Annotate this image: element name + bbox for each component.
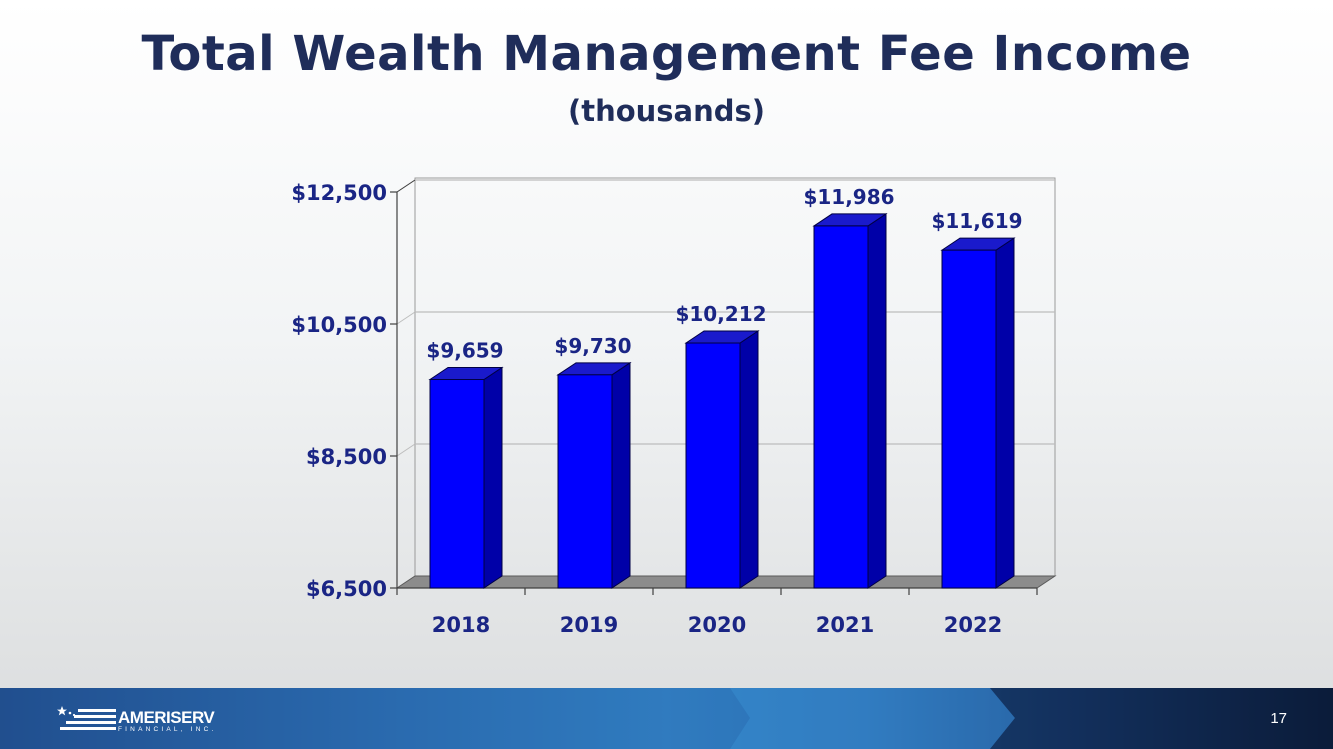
y-tick-label: $12,500	[291, 181, 387, 205]
bar-chart: $6,500 $8,500 $10,500 $12,500 $9,659 2018 $9,7…	[291, 177, 1057, 637]
slide-subtitle: (thousands)	[567, 94, 766, 128]
y-tick-label: $6,500	[306, 577, 387, 601]
data-label: $11,619	[931, 209, 1022, 233]
gridline-side	[396, 311, 416, 325]
x-tick-label: 2020	[688, 613, 746, 637]
data-label: $9,730	[554, 334, 631, 358]
y-tick-label: $8,500	[306, 445, 387, 469]
bar-side	[611, 361, 631, 589]
footer-bar: AMERISERV FINANCIAL, INC. 17	[0, 688, 1333, 749]
bar-2019	[556, 361, 632, 589]
logo-name: AMERISERV	[118, 708, 215, 727]
bar-2018	[428, 366, 504, 589]
slide-title: Total Wealth Management Fee Income	[141, 26, 1192, 82]
bar-front	[685, 342, 741, 589]
x-tick-label: 2018	[432, 613, 490, 637]
bar-front	[941, 249, 997, 589]
data-label: $10,212	[675, 302, 766, 326]
bar-side	[739, 330, 759, 589]
flag-stars-stripes-logo	[57, 706, 116, 730]
footer-chevrons	[0, 688, 1333, 749]
bar-front	[557, 374, 613, 589]
bar-side	[867, 212, 887, 589]
chart-back-wall	[414, 177, 1056, 576]
logo-subtitle: FINANCIAL, INC.	[118, 726, 217, 733]
bar-2020	[684, 330, 760, 589]
page-number: 17	[1270, 710, 1287, 727]
gridline-side	[396, 443, 416, 457]
x-tick-label: 2022	[944, 613, 1002, 637]
bar-side	[995, 237, 1015, 589]
y-tick-label: $10,500	[291, 313, 387, 337]
data-label: $9,659	[426, 339, 503, 363]
bar-2022	[940, 237, 1016, 589]
chart-bars	[428, 212, 1016, 589]
x-tick-label: 2019	[560, 613, 618, 637]
x-tick-label: 2021	[816, 613, 874, 637]
bar-2021	[812, 212, 888, 589]
bar-front	[813, 225, 869, 589]
bar-front	[429, 379, 485, 589]
data-label: $11,986	[803, 185, 894, 209]
chart-labels: $6,500 $8,500 $10,500 $12,500 $9,659 2018 $9,7…	[291, 181, 1022, 637]
y-axis-top-edge	[396, 179, 416, 193]
bar-side	[483, 366, 503, 589]
